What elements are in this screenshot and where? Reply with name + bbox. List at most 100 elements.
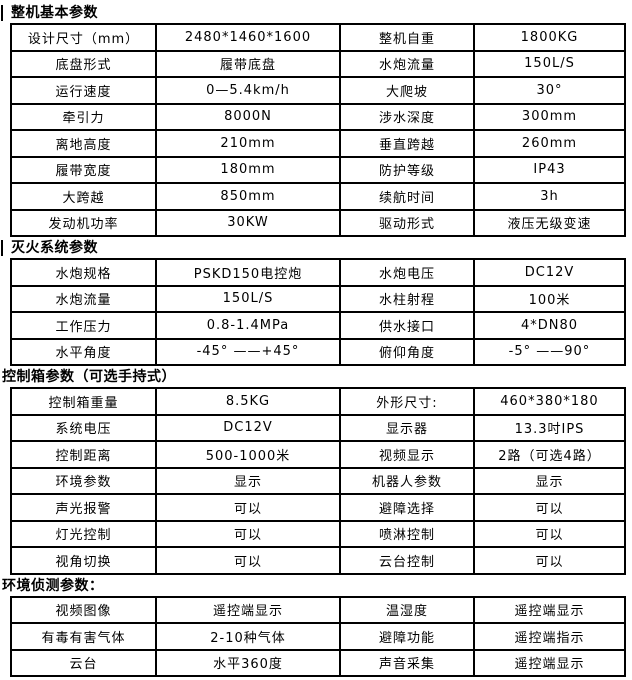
spec-sheet: 整机基本参数 设计尺寸（mm） 2480*1460*1600 整机自重 1800KG 底盘… <box>0 5 632 677</box>
param-label: 控制箱重量 <box>10 387 157 416</box>
param-value: DC12V <box>155 413 341 442</box>
table-row: 底盘形式 履带底盘 水炮流量 150L/S <box>10 49 626 78</box>
table-row: 有毒有害气体 2-10种气体 避障功能 遥控端指示 <box>10 622 626 651</box>
param-value: 液压无级变速 <box>473 208 626 237</box>
param-label: 喷淋控制 <box>339 519 475 548</box>
param-label: 视频图像 <box>10 595 157 624</box>
table-row: 视角切换 可以 云台控制 可以 <box>10 546 626 575</box>
param-label: 俯仰角度 <box>339 337 475 366</box>
param-value: 8000N <box>155 102 341 131</box>
spec-table: 水炮规格 PSKD150电控炮 水炮电压 DC12V 水炮流量 150L/S 水柱射程 100… <box>10 258 626 366</box>
table-row: 牵引力 8000N 涉水深度 300mm <box>10 102 626 131</box>
param-label: 水柱射程 <box>339 284 475 313</box>
spec-section-4: 环境侦测参数： 视频图像 遥控端显示 温湿度 遥控端显示 有毒有害气体 2-10种气体 避障功… <box>0 578 632 678</box>
param-label: 视频显示 <box>339 440 475 469</box>
param-label: 续航时间 <box>339 182 475 211</box>
section-title: 灭火系统参数 <box>1 240 632 256</box>
param-value: 3h <box>473 182 626 211</box>
param-label: 水炮电压 <box>339 258 475 287</box>
section-title: 整机基本参数 <box>1 5 632 21</box>
param-value: 850mm <box>155 182 341 211</box>
param-label: 云台控制 <box>339 546 475 575</box>
param-label: 底盘形式 <box>10 49 157 78</box>
param-label: 温湿度 <box>339 595 475 624</box>
param-value: 0—5.4km/h <box>155 76 341 105</box>
table-row: 水炮流量 150L/S 水柱射程 100米 <box>10 284 626 313</box>
table-row: 环境参数 显示 机器人参数 显示 <box>10 466 626 495</box>
param-label: 有毒有害气体 <box>10 622 157 651</box>
param-value: 180mm <box>155 155 341 184</box>
param-value: IP43 <box>473 155 626 184</box>
param-label: 云台 <box>10 648 157 677</box>
param-value: 500-1000米 <box>155 440 341 469</box>
param-value: 0.8-1.4MPa <box>155 311 341 340</box>
table-row: 水炮规格 PSKD150电控炮 水炮电压 DC12V <box>10 258 626 287</box>
param-value: PSKD150电控炮 <box>155 258 341 287</box>
param-label: 声光报警 <box>10 493 157 522</box>
param-label: 整机自重 <box>339 23 475 52</box>
param-label: 环境参数 <box>10 466 157 495</box>
param-value: 显示 <box>155 466 341 495</box>
table-row: 灯光控制 可以 喷淋控制 可以 <box>10 519 626 548</box>
param-label: 防护等级 <box>339 155 475 184</box>
param-label: 设计尺寸（mm） <box>10 23 157 52</box>
param-value: 1800KG <box>473 23 626 52</box>
table-row: 离地高度 210mm 垂直跨越 260mm <box>10 129 626 158</box>
param-label: 履带宽度 <box>10 155 157 184</box>
param-value: -45° ——+45° <box>155 337 341 366</box>
param-value: 2-10种气体 <box>155 622 341 651</box>
param-value: 可以 <box>155 493 341 522</box>
param-label: 水平角度 <box>10 337 157 366</box>
section-title: 控制箱参数（可选手持式） <box>2 369 176 385</box>
table-row: 水平角度 -45° ——+45° 俯仰角度 -5° ——90° <box>10 337 626 366</box>
table-row: 控制箱重量 8.5KG 外形尺寸: 460*380*180 <box>10 387 626 416</box>
param-value: 150L/S <box>473 49 626 78</box>
param-value: 可以 <box>155 519 341 548</box>
param-value: 300mm <box>473 102 626 131</box>
param-value: 履带底盘 <box>155 49 341 78</box>
spec-section-3: 控制箱参数（可选手持式） 控制箱重量 8.5KG 外形尺寸: 460*380*180 系统… <box>0 369 632 575</box>
param-value: 210mm <box>155 129 341 158</box>
param-label: 水炮流量 <box>339 49 475 78</box>
spec-table: 设计尺寸（mm） 2480*1460*1600 整机自重 1800KG 底盘形式 履带底盘… <box>10 23 626 237</box>
param-label: 大爬坡 <box>339 76 475 105</box>
param-label: 系统电压 <box>10 413 157 442</box>
param-value: 150L/S <box>155 284 341 313</box>
table-row: 设计尺寸（mm） 2480*1460*1600 整机自重 1800KG <box>10 23 626 52</box>
param-value: 2480*1460*1600 <box>155 23 341 52</box>
param-value: 460*380*180 <box>473 387 626 416</box>
param-value: 4*DN80 <box>473 311 626 340</box>
table-row: 运行速度 0—5.4km/h 大爬坡 30° <box>10 76 626 105</box>
param-value: 2路（可选4路） <box>473 440 626 469</box>
spec-section-1: 整机基本参数 设计尺寸（mm） 2480*1460*1600 整机自重 1800KG 底盘… <box>0 5 632 237</box>
param-label: 工作压力 <box>10 311 157 340</box>
param-value: 遥控端显示 <box>473 648 626 677</box>
param-label: 外形尺寸: <box>339 387 475 416</box>
table-row: 控制距离 500-1000米 视频显示 2路（可选4路） <box>10 440 626 469</box>
param-value: 水平360度 <box>155 648 341 677</box>
param-value: 可以 <box>473 493 626 522</box>
table-row: 云台 水平360度 声音采集 遥控端显示 <box>10 648 626 677</box>
table-row: 履带宽度 180mm 防护等级 IP43 <box>10 155 626 184</box>
table-row: 系统电压 DC12V 显示器 13.3吋IPS <box>10 413 626 442</box>
table-row: 工作压力 0.8-1.4MPa 供水接口 4*DN80 <box>10 311 626 340</box>
param-label: 显示器 <box>339 413 475 442</box>
param-label: 水炮流量 <box>10 284 157 313</box>
param-label: 离地高度 <box>10 129 157 158</box>
param-value: 遥控端显示 <box>473 595 626 624</box>
param-label: 垂直跨越 <box>339 129 475 158</box>
param-label: 视角切换 <box>10 546 157 575</box>
param-value: 8.5KG <box>155 387 341 416</box>
param-value: 可以 <box>473 519 626 548</box>
param-label: 运行速度 <box>10 76 157 105</box>
param-value: 可以 <box>155 546 341 575</box>
table-row: 发动机功率 30KW 驱动形式 液压无级变速 <box>10 208 626 237</box>
spec-table: 视频图像 遥控端显示 温湿度 遥控端显示 有毒有害气体 2-10种气体 避障功能 遥控端指示云… <box>10 595 626 678</box>
param-label: 牵引力 <box>10 102 157 131</box>
param-value: 遥控端显示 <box>155 595 341 624</box>
param-label: 灯光控制 <box>10 519 157 548</box>
param-label: 控制距离 <box>10 440 157 469</box>
param-label: 避障选择 <box>339 493 475 522</box>
table-row: 声光报警 可以 避障选择 可以 <box>10 493 626 522</box>
section-title: 环境侦测参数： <box>2 577 104 594</box>
